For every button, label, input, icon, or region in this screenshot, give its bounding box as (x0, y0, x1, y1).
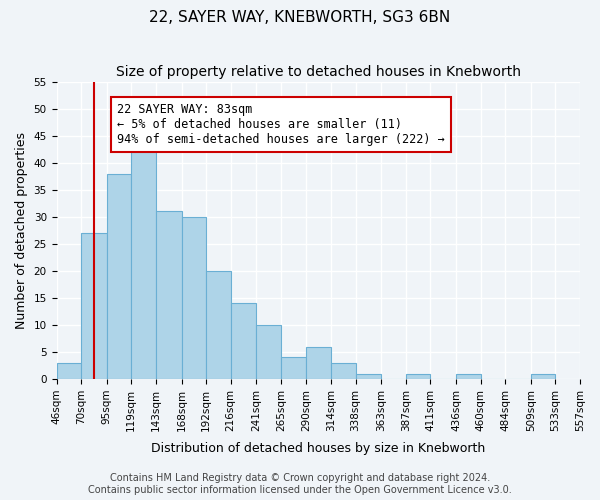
Bar (531, 374, 556, 379)
Bar (156, 212, 182, 379)
Bar (256, 325, 281, 379)
Bar (406, 374, 430, 379)
Bar (131, 130, 156, 379)
Text: 22 SAYER WAY: 83sqm
← 5% of detached houses are smaller (11)
94% of semi-detache: 22 SAYER WAY: 83sqm ← 5% of detached hou… (117, 103, 445, 146)
Text: Contains HM Land Registry data © Crown copyright and database right 2024.
Contai: Contains HM Land Registry data © Crown c… (88, 474, 512, 495)
Title: Size of property relative to detached houses in Knebworth: Size of property relative to detached ho… (116, 65, 521, 79)
Bar (356, 374, 381, 379)
Bar (281, 358, 307, 379)
Bar (331, 363, 356, 379)
Bar (56, 363, 81, 379)
Bar (107, 174, 131, 379)
Bar (307, 346, 331, 379)
Bar (456, 374, 481, 379)
Y-axis label: Number of detached properties: Number of detached properties (15, 132, 28, 329)
X-axis label: Distribution of detached houses by size in Knebworth: Distribution of detached houses by size … (151, 442, 485, 455)
Text: 22, SAYER WAY, KNEBWORTH, SG3 6BN: 22, SAYER WAY, KNEBWORTH, SG3 6BN (149, 10, 451, 25)
Bar (81, 233, 107, 379)
Bar (182, 217, 206, 379)
Bar (206, 271, 230, 379)
Bar (230, 304, 256, 379)
